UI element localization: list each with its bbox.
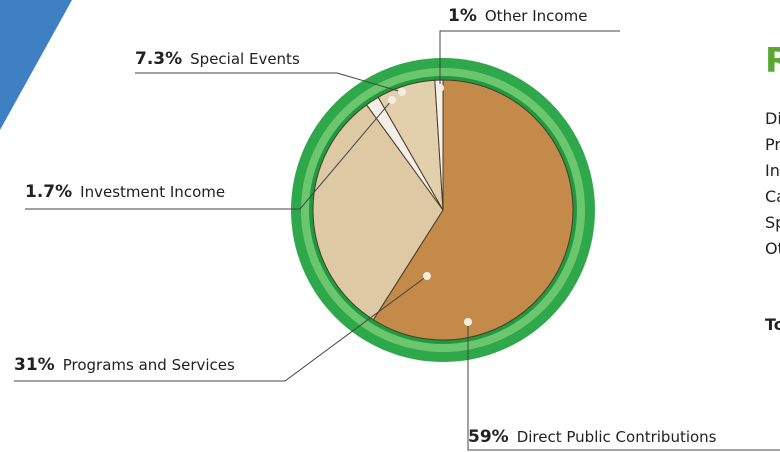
- slice-category-label: Direct Public Contributions: [517, 428, 717, 446]
- panel-item: In: [765, 161, 780, 180]
- chart: 59% Direct Public Contributions 31% Program…: [0, 0, 780, 452]
- slice-value-label: 31%: [14, 355, 55, 375]
- panel-item: Ot: [765, 239, 780, 258]
- leader-dot: [388, 96, 396, 104]
- slice-category-label: Programs and Services: [63, 356, 235, 374]
- slice-category-label: Investment Income: [80, 183, 225, 201]
- leader-dot: [398, 88, 406, 96]
- panel-total: To: [765, 315, 780, 334]
- panel-item: Sp: [765, 213, 780, 232]
- leader-dot: [436, 84, 444, 92]
- leader-dot: [423, 272, 431, 280]
- slice-label: 59% Direct Public Contributions: [468, 427, 717, 447]
- panel-item: Di: [765, 109, 780, 128]
- panel-item: Ca: [765, 187, 780, 206]
- slice-value-label: 59%: [468, 427, 509, 447]
- slice-label: 31% Programs and Services: [14, 355, 235, 375]
- slice-label: 1% Other Income: [448, 6, 587, 26]
- slice-value-label: 1.7%: [25, 182, 72, 202]
- slice-label: 7.3% Special Events: [135, 49, 300, 69]
- slice-label: 1.7% Investment Income: [25, 182, 225, 202]
- slice-value-label: 1%: [448, 6, 477, 26]
- slice-category-label: Other Income: [485, 7, 588, 25]
- leader-dot: [464, 318, 472, 326]
- slice-category-label: Special Events: [190, 50, 300, 68]
- panel-heading: R: [765, 41, 780, 81]
- slice-value-label: 7.3%: [135, 49, 182, 69]
- corner-decoration: [0, 0, 72, 130]
- panel-item: Pr: [765, 135, 780, 154]
